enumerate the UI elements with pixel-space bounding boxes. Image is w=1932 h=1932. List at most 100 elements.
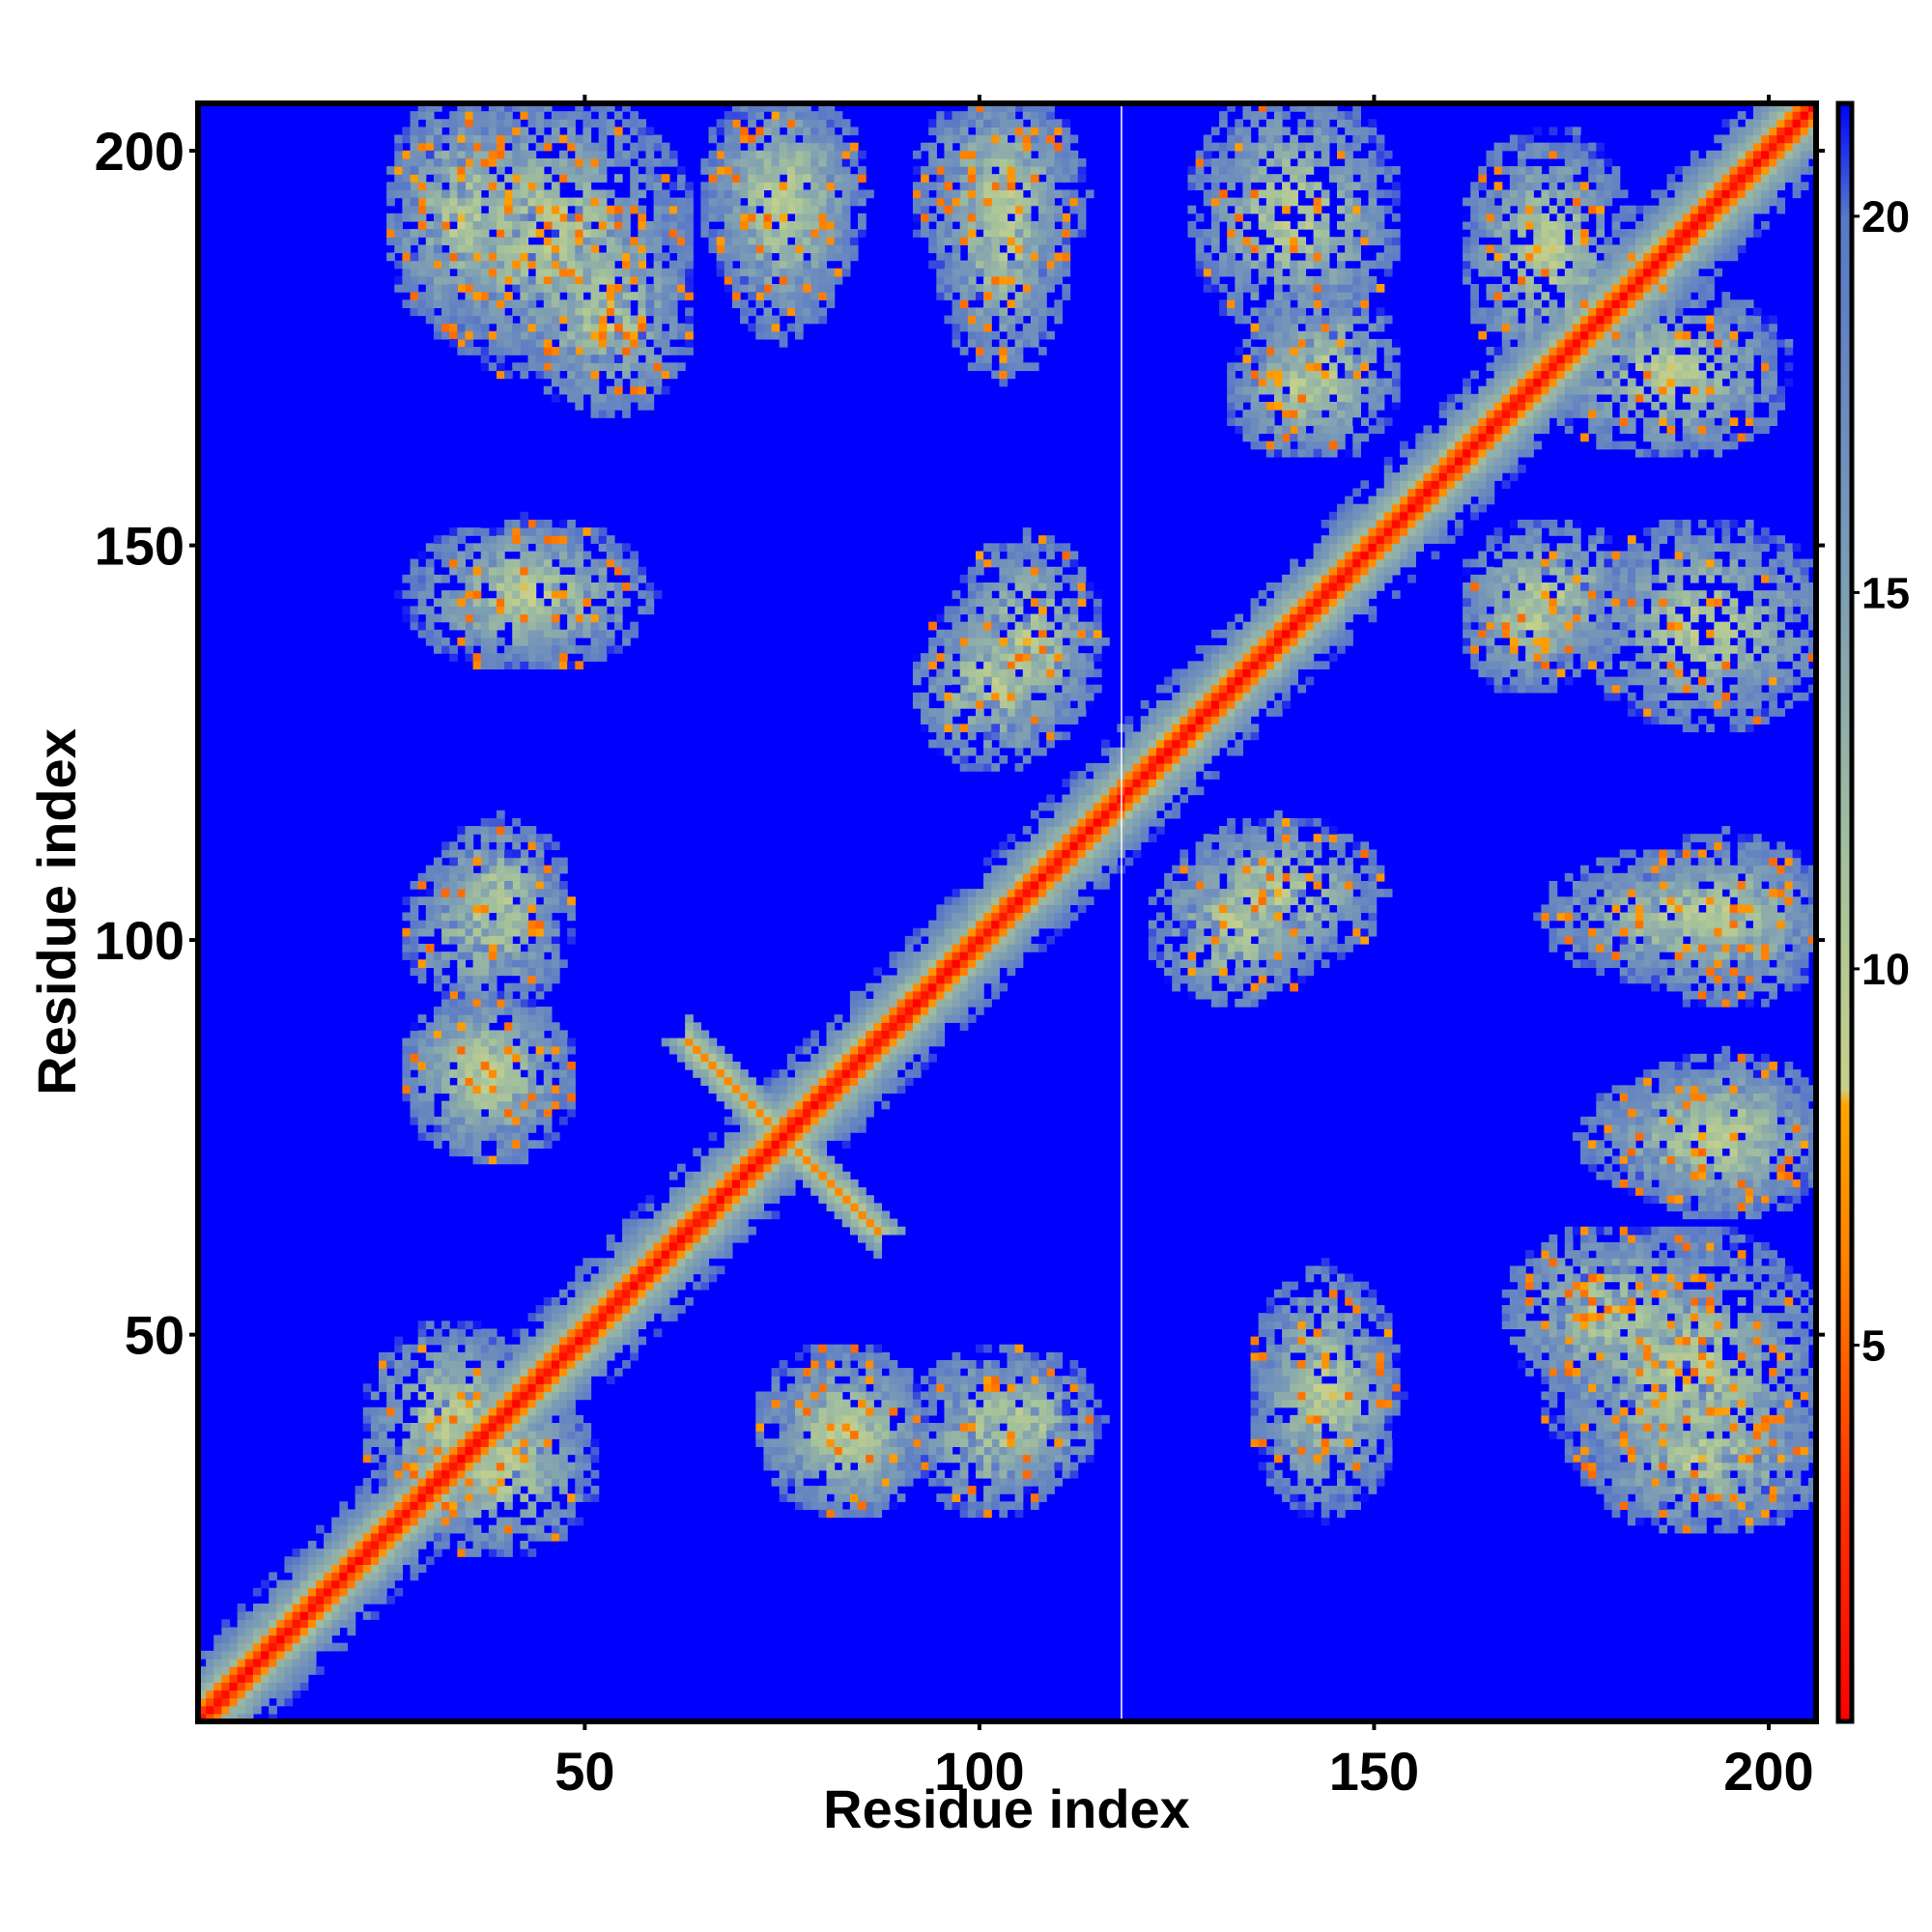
heat-cell (480, 315, 490, 325)
heat-cell (1069, 1431, 1079, 1439)
heat-cell (708, 1226, 718, 1236)
heat-cell (292, 1548, 301, 1557)
heat-cell (1400, 472, 1408, 481)
heat-cell (252, 1627, 262, 1636)
heat-cell (841, 1359, 851, 1369)
heat-cell (535, 1007, 545, 1015)
heat-cell (488, 1383, 497, 1393)
heat-cell (559, 865, 568, 874)
heat-cell (794, 1462, 804, 1471)
heat-cell (645, 1289, 655, 1298)
heat-cell (638, 1203, 647, 1212)
heat-cell (449, 841, 458, 851)
heat-cell (858, 1085, 867, 1094)
heat-cell (904, 967, 914, 977)
heat-cell (1219, 684, 1228, 694)
heat-cell (803, 1414, 811, 1424)
heat-cell (794, 1446, 804, 1456)
heat-cell (527, 998, 537, 1008)
heat-cell (1501, 378, 1511, 387)
heat-cell (1132, 802, 1142, 811)
heat-cell (362, 1391, 372, 1401)
heat-cell (1203, 661, 1212, 670)
heat-cell (889, 1462, 898, 1471)
heat-cell (379, 1548, 387, 1557)
heat-cell (1651, 244, 1660, 254)
heat-cell (999, 865, 1009, 874)
heat-cell (1548, 378, 1558, 387)
heat-cell (771, 1140, 781, 1150)
heat-cell (630, 1226, 639, 1236)
heat-cell (480, 1132, 490, 1141)
heat-cell (237, 1642, 246, 1652)
heat-cell (1400, 448, 1408, 458)
heat-cell (535, 1100, 545, 1110)
heat-cell (1077, 1376, 1087, 1384)
heat-cell (1305, 1438, 1315, 1448)
heat-cell (803, 1045, 811, 1055)
heat-cell (858, 1077, 867, 1086)
heat-cell (1454, 519, 1463, 528)
heat-cell (551, 841, 560, 851)
heat-cell (904, 1469, 914, 1479)
heat-cell (1164, 716, 1173, 724)
heat-cell (543, 1328, 553, 1338)
heat-cell (881, 1469, 891, 1479)
heat-cell (786, 1124, 796, 1133)
heat-cell (1305, 598, 1315, 607)
heat-cell (425, 1376, 435, 1384)
heat-cell (504, 1548, 513, 1557)
heat-cell (496, 967, 505, 977)
heat-cell (504, 935, 513, 945)
heat-cell (567, 637, 576, 646)
heat-cell (1313, 598, 1322, 607)
heat-cell (1155, 754, 1165, 764)
heat-cell (841, 1069, 851, 1078)
heat-cell (983, 967, 992, 977)
heat-cell (810, 1093, 819, 1102)
heat-cell (504, 1108, 513, 1118)
heat-cell (379, 1446, 387, 1456)
heat-cell (896, 1469, 906, 1479)
heat-cell (1313, 1438, 1322, 1448)
heat-cell (928, 982, 937, 992)
heat-cell (1046, 1351, 1055, 1361)
heat-cell (480, 598, 490, 607)
heat-cell (1729, 157, 1739, 167)
heat-cell (904, 982, 914, 992)
heat-cell (472, 1351, 482, 1361)
heat-cell (229, 1713, 239, 1721)
heat-cell (1250, 1383, 1260, 1393)
heat-cell (472, 896, 482, 905)
heat-cell (866, 1462, 874, 1471)
heat-cell (1014, 1477, 1024, 1487)
heat-cell (1195, 684, 1205, 694)
heat-cell (551, 551, 560, 560)
heat-cell (921, 959, 929, 969)
heat-cell (527, 857, 537, 867)
heat-cell (244, 1658, 254, 1667)
heat-cell (881, 1462, 891, 1471)
heat-cell (944, 1007, 953, 1015)
heat-cell (520, 1548, 529, 1557)
heat-cell (645, 1242, 655, 1251)
heat-cell (284, 1658, 294, 1667)
heat-cell (1022, 935, 1032, 945)
heat-cell (480, 1014, 490, 1023)
heat-cell (1007, 1446, 1016, 1456)
heat-cell (433, 1116, 442, 1125)
heat-cell (527, 1085, 537, 1094)
heat-cell (331, 1524, 340, 1534)
heat-cell (575, 1446, 584, 1456)
heat-cell (496, 1477, 505, 1487)
heat-cell (849, 1406, 859, 1416)
heat-cell (1030, 1376, 1039, 1384)
heat-cell (849, 1210, 859, 1220)
heat-cell (1423, 480, 1433, 490)
heat-cell (1014, 935, 1024, 945)
heat-cell (1282, 1383, 1291, 1393)
heat-cell (582, 1321, 592, 1330)
heat-cell (433, 1085, 442, 1094)
heat-cell (559, 1509, 568, 1519)
heat-cell (543, 1431, 553, 1439)
